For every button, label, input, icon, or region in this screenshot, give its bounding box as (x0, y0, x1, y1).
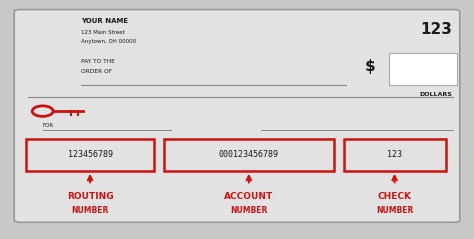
Text: ORDER OF: ORDER OF (81, 69, 111, 74)
Bar (164, 139, 334, 171)
Text: NUMBER: NUMBER (376, 206, 413, 215)
Circle shape (43, 109, 50, 113)
Text: ROUTING: ROUTING (67, 192, 113, 201)
Text: 123: 123 (421, 22, 453, 37)
Text: 000123456789: 000123456789 (219, 150, 279, 159)
Text: DOLLARS: DOLLARS (420, 92, 453, 97)
Text: ACCOUNT: ACCOUNT (224, 192, 273, 201)
Bar (389, 53, 457, 85)
Bar (344, 139, 446, 171)
Text: YOUR NAME: YOUR NAME (81, 18, 128, 24)
Bar (26, 139, 154, 171)
Text: CHECK: CHECK (378, 192, 411, 201)
Text: NUMBER: NUMBER (230, 206, 267, 215)
Text: PAY TO THE: PAY TO THE (81, 59, 114, 64)
Text: 123: 123 (387, 150, 402, 159)
Text: FOR: FOR (43, 123, 54, 128)
Text: Anytown, OH 00000: Anytown, OH 00000 (81, 39, 136, 44)
Text: 123 Main Street: 123 Main Street (81, 30, 124, 35)
Text: 123456789: 123456789 (68, 150, 112, 159)
Text: $: $ (365, 59, 375, 74)
FancyBboxPatch shape (14, 10, 460, 222)
Text: NUMBER: NUMBER (72, 206, 109, 215)
